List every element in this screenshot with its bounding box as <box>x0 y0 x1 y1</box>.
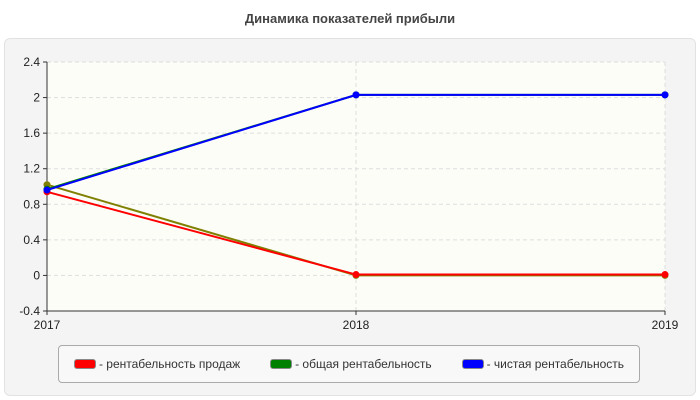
x-tick-label: 2019 <box>652 318 679 332</box>
legend-item-total[interactable]: - общая рентабельность <box>270 357 432 371</box>
data-point <box>661 271 669 279</box>
plot-area <box>47 62 665 311</box>
legend-item-sales[interactable]: - рентабельность продаж <box>73 357 241 371</box>
legend-swatch-blue <box>461 359 484 369</box>
chart-title: Динамика показателей прибыли <box>244 11 456 26</box>
legend-item-net[interactable]: - чистая рентабельность <box>461 357 625 371</box>
y-tick-label: 0.8 <box>23 197 40 211</box>
x-tick-label: 2018 <box>343 318 370 332</box>
data-point <box>352 91 360 99</box>
y-tick-label: 2.4 <box>23 55 40 69</box>
data-point <box>352 271 360 279</box>
y-tick-label: 2 <box>33 91 40 105</box>
legend-label: - общая рентабельность <box>295 357 432 371</box>
legend-label: - чистая рентабельность <box>486 357 625 371</box>
y-tick-label: 0.4 <box>23 233 40 247</box>
legend-swatch-red <box>73 359 96 369</box>
y-tick-label: 1.6 <box>23 126 40 140</box>
legend: - рентабельность продаж - общая рентабел… <box>58 345 640 383</box>
y-tick-label: 0 <box>33 268 40 282</box>
legend-swatch-green <box>270 359 293 369</box>
data-point <box>43 186 51 194</box>
legend-label: - рентабельность продаж <box>98 357 241 371</box>
x-tick-label: 2017 <box>34 318 61 332</box>
y-tick-label: -0.4 <box>19 304 40 318</box>
y-tick-label: 1.2 <box>23 162 40 176</box>
data-point <box>661 91 669 99</box>
